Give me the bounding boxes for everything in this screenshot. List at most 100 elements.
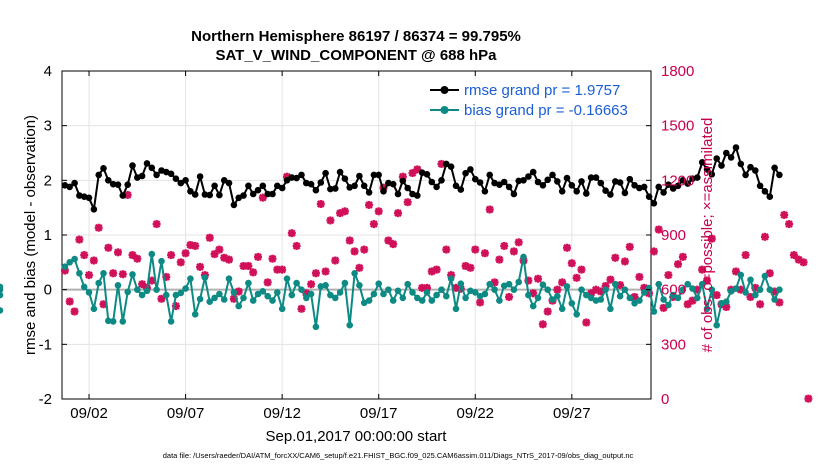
bias-point	[752, 291, 759, 299]
obs-point	[495, 255, 504, 264]
bias-point	[486, 280, 494, 288]
bias-point	[703, 305, 711, 313]
bias-point	[182, 285, 189, 292]
rmse-point	[679, 177, 687, 184]
bias-point	[583, 291, 590, 299]
bias-point	[742, 289, 749, 296]
bias-point	[525, 291, 532, 299]
bias-point	[694, 294, 701, 302]
legend-bias-marker	[440, 106, 449, 114]
bias-point	[747, 276, 754, 284]
obs-point	[538, 320, 547, 329]
x-tick-label: 09/17	[360, 405, 398, 422]
x-axis-ticks: 09/02 09/07 09/12 09/17 09/22 09/27	[70, 71, 591, 422]
data-file-footnote: data file: /Users/raeder/DAI/ATM_forcXX/…	[163, 451, 634, 460]
obs-point	[307, 280, 316, 289]
bias-point	[259, 288, 267, 295]
bias-point	[356, 282, 363, 289]
legend-rmse-label: rmse grand pr = 1.9757	[464, 82, 620, 99]
bias-point	[404, 280, 412, 288]
rmse-point	[713, 155, 720, 162]
bias-point	[322, 282, 329, 289]
rmse-point	[626, 175, 634, 183]
rmse-point	[655, 183, 662, 191]
bias-point	[713, 321, 720, 329]
rmse-point	[356, 172, 363, 180]
bias-point	[61, 263, 69, 271]
obs-point	[760, 232, 769, 241]
rmse-point	[568, 182, 576, 189]
bias-point	[645, 284, 653, 292]
bias-point	[438, 286, 445, 294]
rmse-point	[616, 179, 624, 186]
bias-point	[230, 289, 238, 296]
obs-point	[321, 267, 330, 276]
bias-point	[148, 250, 156, 258]
obs-point	[360, 245, 369, 254]
bias-point	[129, 271, 136, 278]
bias-point	[626, 294, 634, 302]
obs-point	[799, 258, 808, 267]
rmse-point	[245, 182, 252, 190]
rmse-point	[264, 190, 272, 198]
bias-point	[679, 286, 687, 294]
obs-point	[316, 200, 325, 209]
bias-point	[327, 291, 334, 299]
rmse-point	[336, 168, 344, 176]
obs-point	[389, 240, 398, 249]
rmse-point	[414, 192, 421, 199]
bias-point	[283, 275, 291, 283]
bias-point	[544, 286, 551, 294]
rmse-point	[293, 174, 300, 182]
bias-point	[105, 317, 112, 325]
rmse-point	[148, 164, 156, 172]
bias-point	[332, 294, 339, 302]
obs-point	[785, 220, 794, 229]
bias-point	[563, 283, 571, 290]
rmse-point	[481, 188, 489, 195]
rmse-point	[380, 188, 387, 195]
bias-point	[153, 286, 160, 294]
obs-point	[756, 300, 765, 309]
bias-point	[187, 275, 194, 283]
bias-point	[631, 300, 638, 307]
obs-point	[152, 220, 161, 229]
bias-point	[196, 295, 204, 303]
rmse-point	[534, 178, 542, 186]
bias-point	[336, 289, 344, 296]
rmse-point	[539, 182, 547, 189]
obs-point	[625, 242, 634, 251]
obs-point	[577, 265, 586, 274]
rmse-point	[563, 174, 571, 182]
rmse-point	[433, 183, 440, 191]
rmse-point	[732, 144, 740, 151]
y-axis-right-label: # of obs: o=possible; ×=assimilated	[699, 118, 716, 353]
obs-point	[109, 269, 118, 278]
rmse-point	[592, 174, 600, 181]
rmse-point	[114, 181, 122, 188]
rmse-point	[698, 159, 706, 166]
obs-point	[205, 233, 214, 242]
bias-point	[660, 296, 667, 303]
obs-point	[340, 207, 349, 216]
bias-point	[394, 287, 402, 295]
bias-point	[278, 305, 286, 313]
bias-point	[365, 297, 373, 304]
bias-point	[109, 318, 117, 325]
bias-point	[249, 297, 257, 304]
rmse-point	[288, 174, 296, 181]
obs-point	[80, 251, 89, 260]
obs-point	[167, 251, 176, 260]
rmse-point	[317, 179, 325, 186]
obs-point	[278, 265, 287, 274]
bias-point	[414, 294, 421, 302]
obs-point	[611, 253, 620, 262]
x-axis-label: Sep.01,2017 00:00:00 start	[266, 428, 448, 445]
rmse-point	[85, 194, 93, 202]
bias-point	[761, 272, 769, 280]
obs-point	[311, 269, 320, 278]
bias-point	[640, 289, 648, 296]
rmse-point	[196, 173, 204, 180]
rmse-point	[332, 185, 339, 192]
rmse-point	[187, 188, 194, 195]
